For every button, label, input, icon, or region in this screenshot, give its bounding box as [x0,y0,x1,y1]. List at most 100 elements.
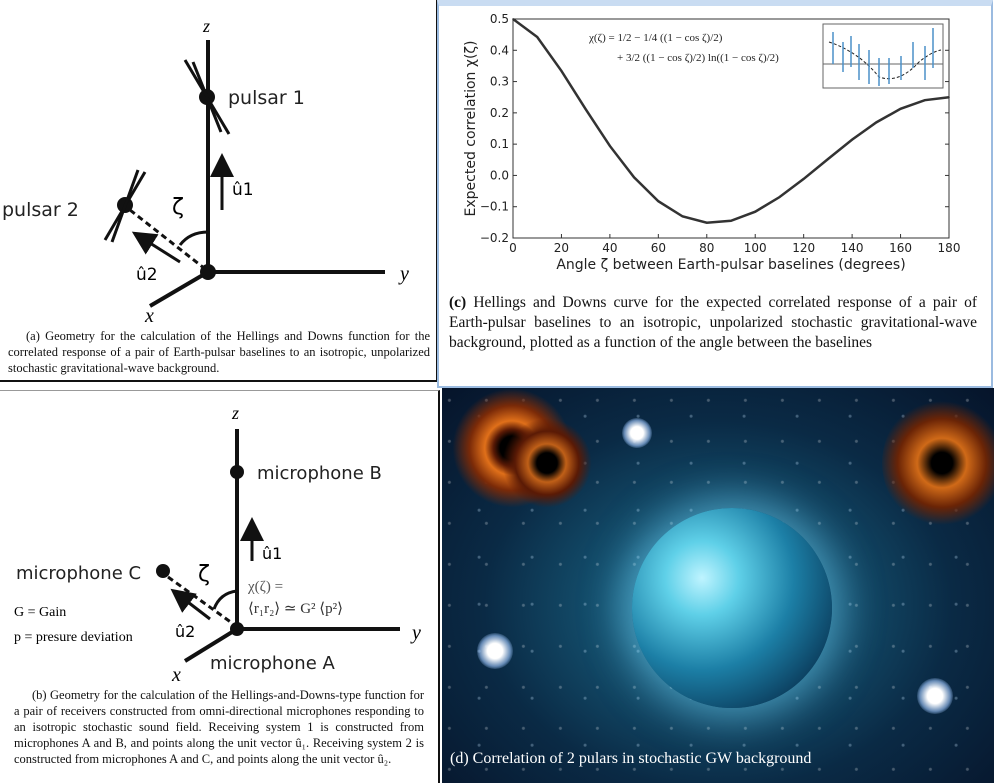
u2-label: û2 [136,265,158,285]
curve-point [851,138,853,141]
black-hole-left-2 [502,418,592,508]
y-axis-title: Expected correlation χ(ζ) [463,41,479,217]
microphone-c-dot [156,564,170,578]
black-hole-right [882,398,994,528]
x-tick-label: 140 [841,241,864,255]
curve-point [584,108,587,111]
curve-point [948,96,950,99]
caption-c-text: Hellings and Downs curve for the expecte… [449,294,978,351]
curve-point [923,99,926,101]
x-label: x [144,305,154,327]
panel-b-microphone-geometry: z y x microphone B microphone C micropho… [0,390,440,783]
microphone-a-label: microphone A [210,653,336,674]
caption-c: (c) Hellings and Downs curve for the exp… [449,293,977,353]
inset-data-plot [822,23,944,89]
zeta-label: ζ [198,562,210,587]
legend-pressure: p = presure deviation [14,630,133,645]
formula-line-1: χ(ζ) = [247,579,283,595]
curve-point [657,200,660,203]
curve-point [681,215,684,218]
pulsar-geometry-diagram: z y x pulsar 1 pulsar 2 û1 û2 ζ [2,16,409,327]
curve-point [754,210,757,213]
y-label: y [398,263,409,285]
pulsar-2-icon [103,169,147,243]
panel-a-pulsar-geometry: z y x pulsar 1 pulsar 2 û1 û2 ζ (a) Geom… [0,0,438,382]
earth-planet [632,508,832,708]
caption-a: (a) Geometry for the calculation of the … [8,328,430,376]
y-tick-label: 0.3 [490,75,509,89]
pulsar-left [477,633,513,669]
curve-point [609,145,611,147]
x-tick-label: 100 [744,241,767,255]
caption-a-text: Geometry for the calculation of the Hell… [8,329,430,375]
y-tick-label: 0.4 [490,43,509,57]
y-tick-label: −0.2 [480,231,509,245]
angle-arc [212,589,238,610]
curve-point [875,121,878,124]
curve-point [536,36,539,38]
hellings-downs-chart: 0 20 40 60 80 100 120 140 160 180 −0.2 −0.1 0.0 0.1 0.… [463,12,961,273]
z-label: z [202,16,210,36]
caption-a-tag: (a) [26,329,40,343]
formula: χ(ζ) = 1/2 − 1/4 ((1 − cos ζ)/2) + 3/2 (… [589,28,779,68]
y-tick-label: 0.1 [490,137,509,151]
formula-line-2: + 3/2 ((1 − cos ζ)/2) ln((1 − cos ζ)/2) [617,52,779,64]
pulsar-1-label: pulsar 1 [228,87,305,109]
x-tick-label: 120 [792,241,815,255]
y-tick-label: 0.5 [490,12,509,26]
curve-point [633,176,635,179]
u1-label: û1 [262,544,282,563]
u2-label: û2 [175,622,195,641]
microphone-c-label: microphone C [16,563,141,584]
z-label: z [231,403,239,423]
caption-b-text: Geometry for the calculation of the Hell… [14,688,424,766]
pulsar-1-icon [183,59,231,135]
curve-point [730,219,732,222]
pulsar-top [622,418,652,448]
microphone-b-label: microphone B [257,463,382,484]
plot-frame [512,18,950,239]
zeta-label: ζ [172,195,184,220]
angle-arc [178,230,209,246]
baseline-2-dashed [129,208,205,270]
x-axis-title: Angle ζ between Earth-pulsar baselines (… [556,257,905,273]
x-tick-label: 80 [699,241,714,255]
y-label: y [410,622,421,644]
formula-line-1: χ(ζ) = 1/2 − 1/4 ((1 − cos ζ)/2) [589,32,723,44]
microphone-a-dot [230,622,244,636]
caption-b-tag: (b) [32,688,47,702]
curve-point [899,108,902,110]
curve-point [512,18,514,20]
x-axis [183,627,239,663]
baseline-ac-dashed [167,575,233,625]
caption-c-tag: (c) [449,294,467,311]
formula-line-2: ⟨r₁r₂⟩ ≃ G² ⟨p²⟩ [248,601,343,617]
curve-point [827,158,829,160]
microphone-geometry-diagram: z y x microphone B microphone C micropho… [14,403,421,686]
curve-point [705,221,708,224]
pulsar-right [917,678,953,714]
y-tick-label: 0.2 [490,106,509,120]
x-tick-label: 180 [938,241,961,255]
x-tick-label: 0 [509,241,517,255]
u1-label: û1 [232,180,254,200]
y-tick-label: 0.0 [490,168,509,182]
x-tick-label: 60 [651,241,666,255]
panel-c-hellings-downs-chart: 0 20 40 60 80 100 120 140 160 180 −0.2 −0.1 0.0 0.1 0.… [437,0,993,388]
curve-point [560,70,563,72]
x-label: x [171,664,181,686]
u2-arrow [170,588,211,621]
x-tick-label: 40 [602,241,617,255]
curve-point [778,196,781,198]
caption-d: (d) Correlation of 2 pulars in stochasti… [450,750,812,767]
microphone-b-dot [230,465,244,479]
x-axis [148,270,210,308]
curve-point [802,178,805,180]
x-tick-label: 160 [889,241,912,255]
pulsar-2-label: pulsar 2 [2,199,79,221]
x-tick-label: 20 [554,241,569,255]
legend-gain: G = Gain [14,605,66,620]
panel-d-space-illustration: (d) Correlation of 2 pulars in stochasti… [442,388,994,783]
y-tick-label: −0.1 [480,200,509,214]
u2-arrow [131,231,181,264]
